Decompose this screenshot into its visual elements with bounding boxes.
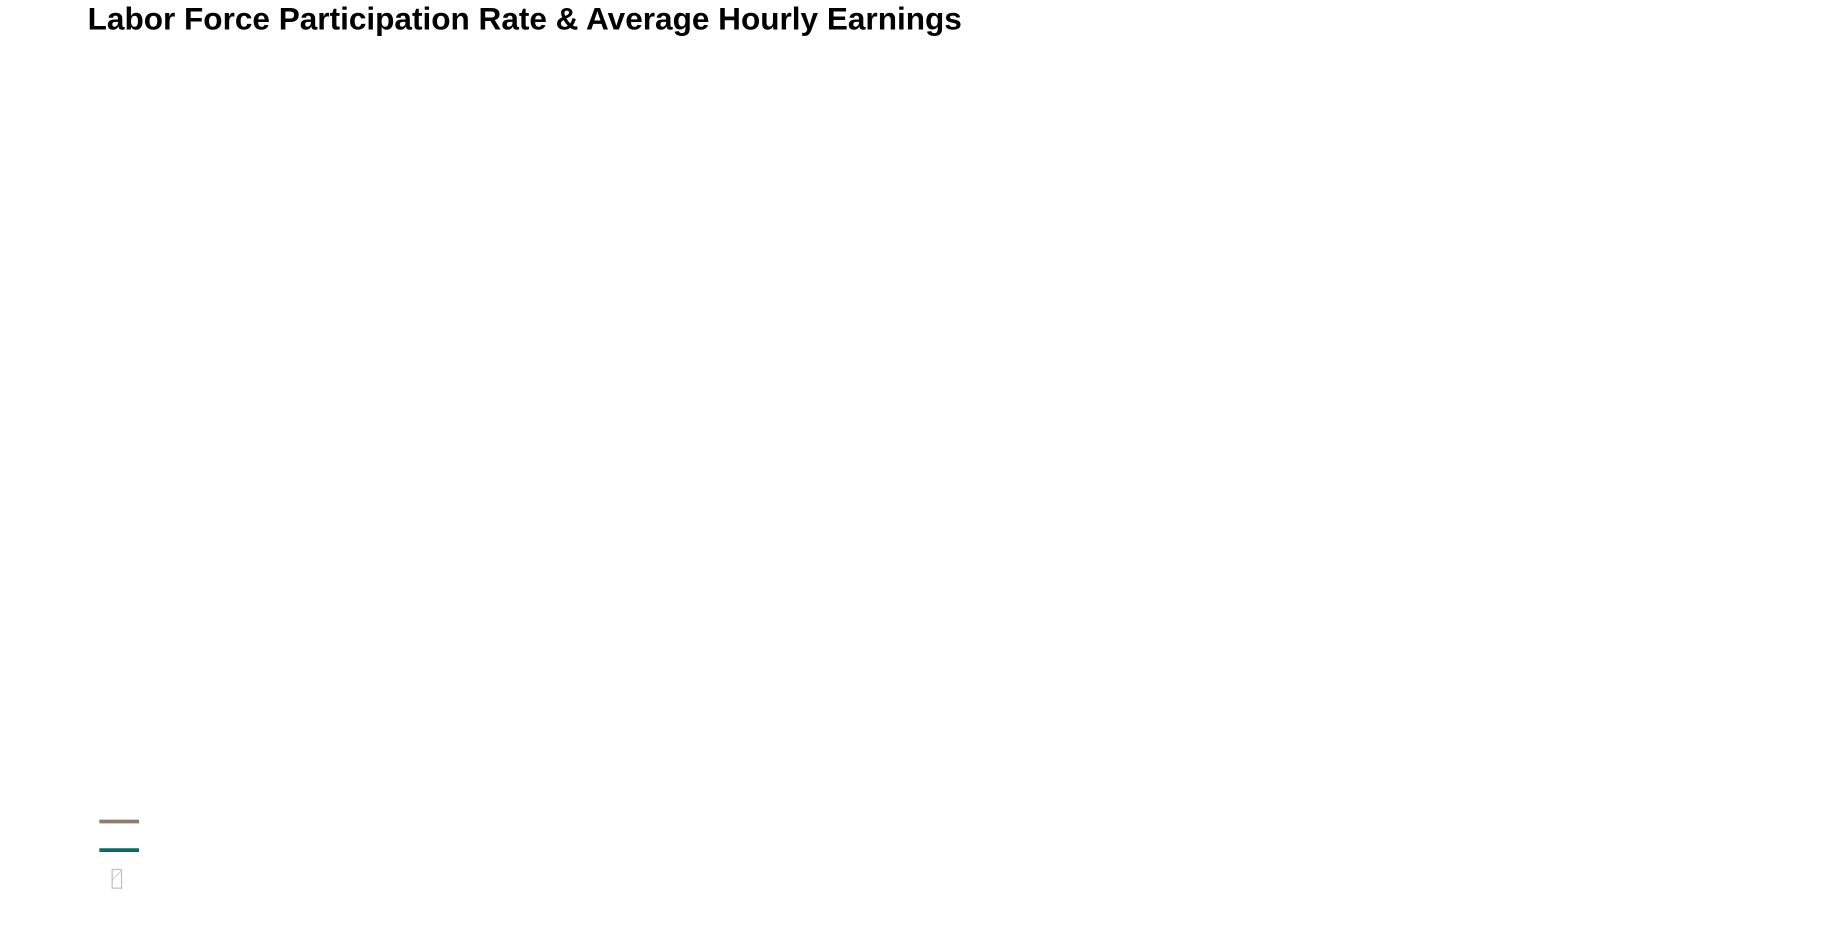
text-layer bbox=[99, 819, 140, 889]
chart-title: Labor Force Participation Rate & Average… bbox=[88, 0, 962, 36]
legend-recession-swatch bbox=[111, 868, 123, 889]
